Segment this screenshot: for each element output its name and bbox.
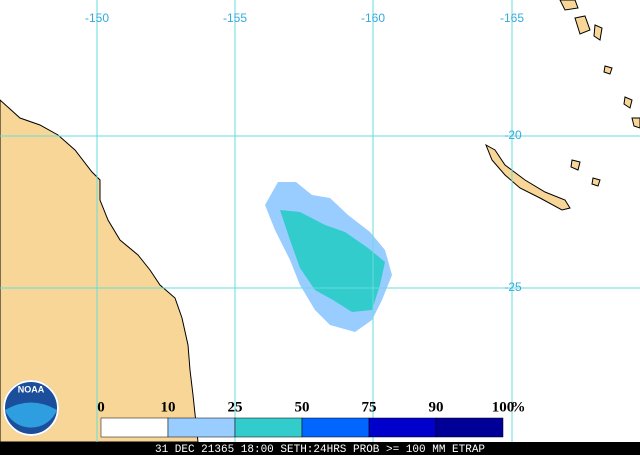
logo-text: NOAA [18,384,45,394]
longitude-label: -165 [500,11,524,25]
legend-label: 90 [429,399,444,415]
legend-swatch [301,417,370,438]
legend-label: 10 [161,399,176,415]
legend-swatch [100,417,169,438]
legend-swatch [368,417,437,438]
longitude-label: -155 [223,11,247,25]
latitude-label: -25 [504,280,522,294]
longitude-labels: -150 -155 -160 -165 [85,11,524,25]
latitude-label: -20 [504,128,522,142]
legend-swatch [435,417,504,438]
legend-swatch [234,417,303,438]
legend-label: 0 [97,399,105,415]
legend-label: 100 [492,399,515,415]
legend: 0 10 25 50 75 90 100% [97,399,526,438]
legend-swatch [167,417,236,438]
footer-bar [0,442,640,455]
islands [559,0,640,187]
legend-label: 50 [295,399,310,415]
land [0,99,199,443]
legend-label: 25 [228,399,243,415]
longitude-label: -150 [85,11,109,25]
graticule [0,0,640,442]
prob-25-50 [280,210,385,312]
footer-text: 31 DEC 21365 18:00 SETH:24HRS PROB >= 10… [155,444,485,455]
legend-label: 75 [362,399,377,415]
longitude-label: -160 [361,11,385,25]
latitude-labels: -20 -25 [504,128,522,294]
legend-unit: % [511,399,526,415]
noaa-logo: NOAA [3,380,59,436]
island [485,143,571,211]
